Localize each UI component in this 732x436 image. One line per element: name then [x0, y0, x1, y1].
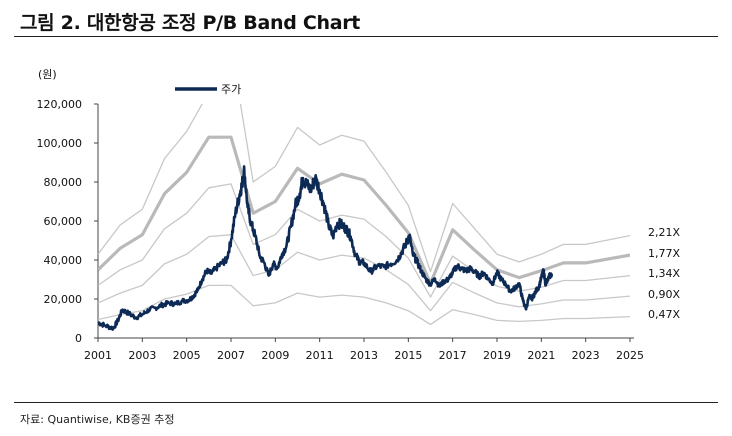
band-line-0.47X: [98, 284, 630, 326]
x-tick-label: 2007: [217, 349, 245, 362]
band-label: 1,77X: [648, 247, 680, 260]
x-tick-label: 2025: [616, 349, 644, 362]
y-tick-label: 120,000: [37, 98, 83, 111]
y-tick-label: 80,000: [44, 176, 83, 189]
band-label: 2,21X: [648, 226, 680, 239]
y-tick-label: 60,000: [44, 215, 83, 228]
price-series: [97, 165, 554, 331]
source-note: 자료: Quantiwise, KB증권 추정: [20, 413, 175, 426]
band-lines: [98, 104, 630, 326]
y-tick-label: 0: [75, 332, 82, 345]
band-label: 0,47X: [648, 308, 680, 321]
x-tick-label: 2001: [84, 349, 112, 362]
title-divider: [14, 36, 718, 37]
y-unit-label: (원): [38, 68, 57, 81]
y-tick-label: 100,000: [37, 137, 83, 150]
x-tick-label: 2021: [527, 349, 555, 362]
legend-label-price: 주가: [221, 83, 241, 96]
x-axis: 2001 2003 2005 2007 2009 2011 2013 2015 2017 2019…: [84, 337, 644, 362]
x-tick-label: 2011: [306, 349, 334, 362]
band-label: 1,34X: [648, 267, 680, 280]
band-line-0.90X: [98, 234, 630, 312]
band-line-1.77X: [98, 135, 630, 285]
band-line-2.21X: [98, 104, 630, 273]
x-tick-label: 2009: [261, 349, 289, 362]
band-line-1.34X: [98, 183, 630, 298]
figure-title: 그림 2. 대한항공 조정 P/B Band Chart: [20, 12, 361, 34]
x-tick-label: 2017: [439, 349, 467, 362]
y-tick-label: 40,000: [44, 254, 83, 267]
y-axis: 0 20,000 40,000 60,000 80,000 100,000 120,000: [37, 98, 99, 345]
y-tick-label: 20,000: [44, 293, 83, 306]
price-line: [97, 165, 554, 331]
x-tick-label: 2019: [483, 349, 511, 362]
band-label: 0,90X: [648, 288, 680, 301]
source-divider: [14, 402, 718, 403]
x-tick-label: 2003: [128, 349, 156, 362]
x-tick-label: 2005: [173, 349, 201, 362]
x-tick-label: 2013: [350, 349, 378, 362]
band-labels: 2,21X 1,77X 1,34X 0,90X 0,47X: [648, 226, 680, 321]
legend: 주가: [175, 83, 241, 96]
x-tick-label: 2023: [572, 349, 600, 362]
x-tick-label: 2015: [394, 349, 422, 362]
